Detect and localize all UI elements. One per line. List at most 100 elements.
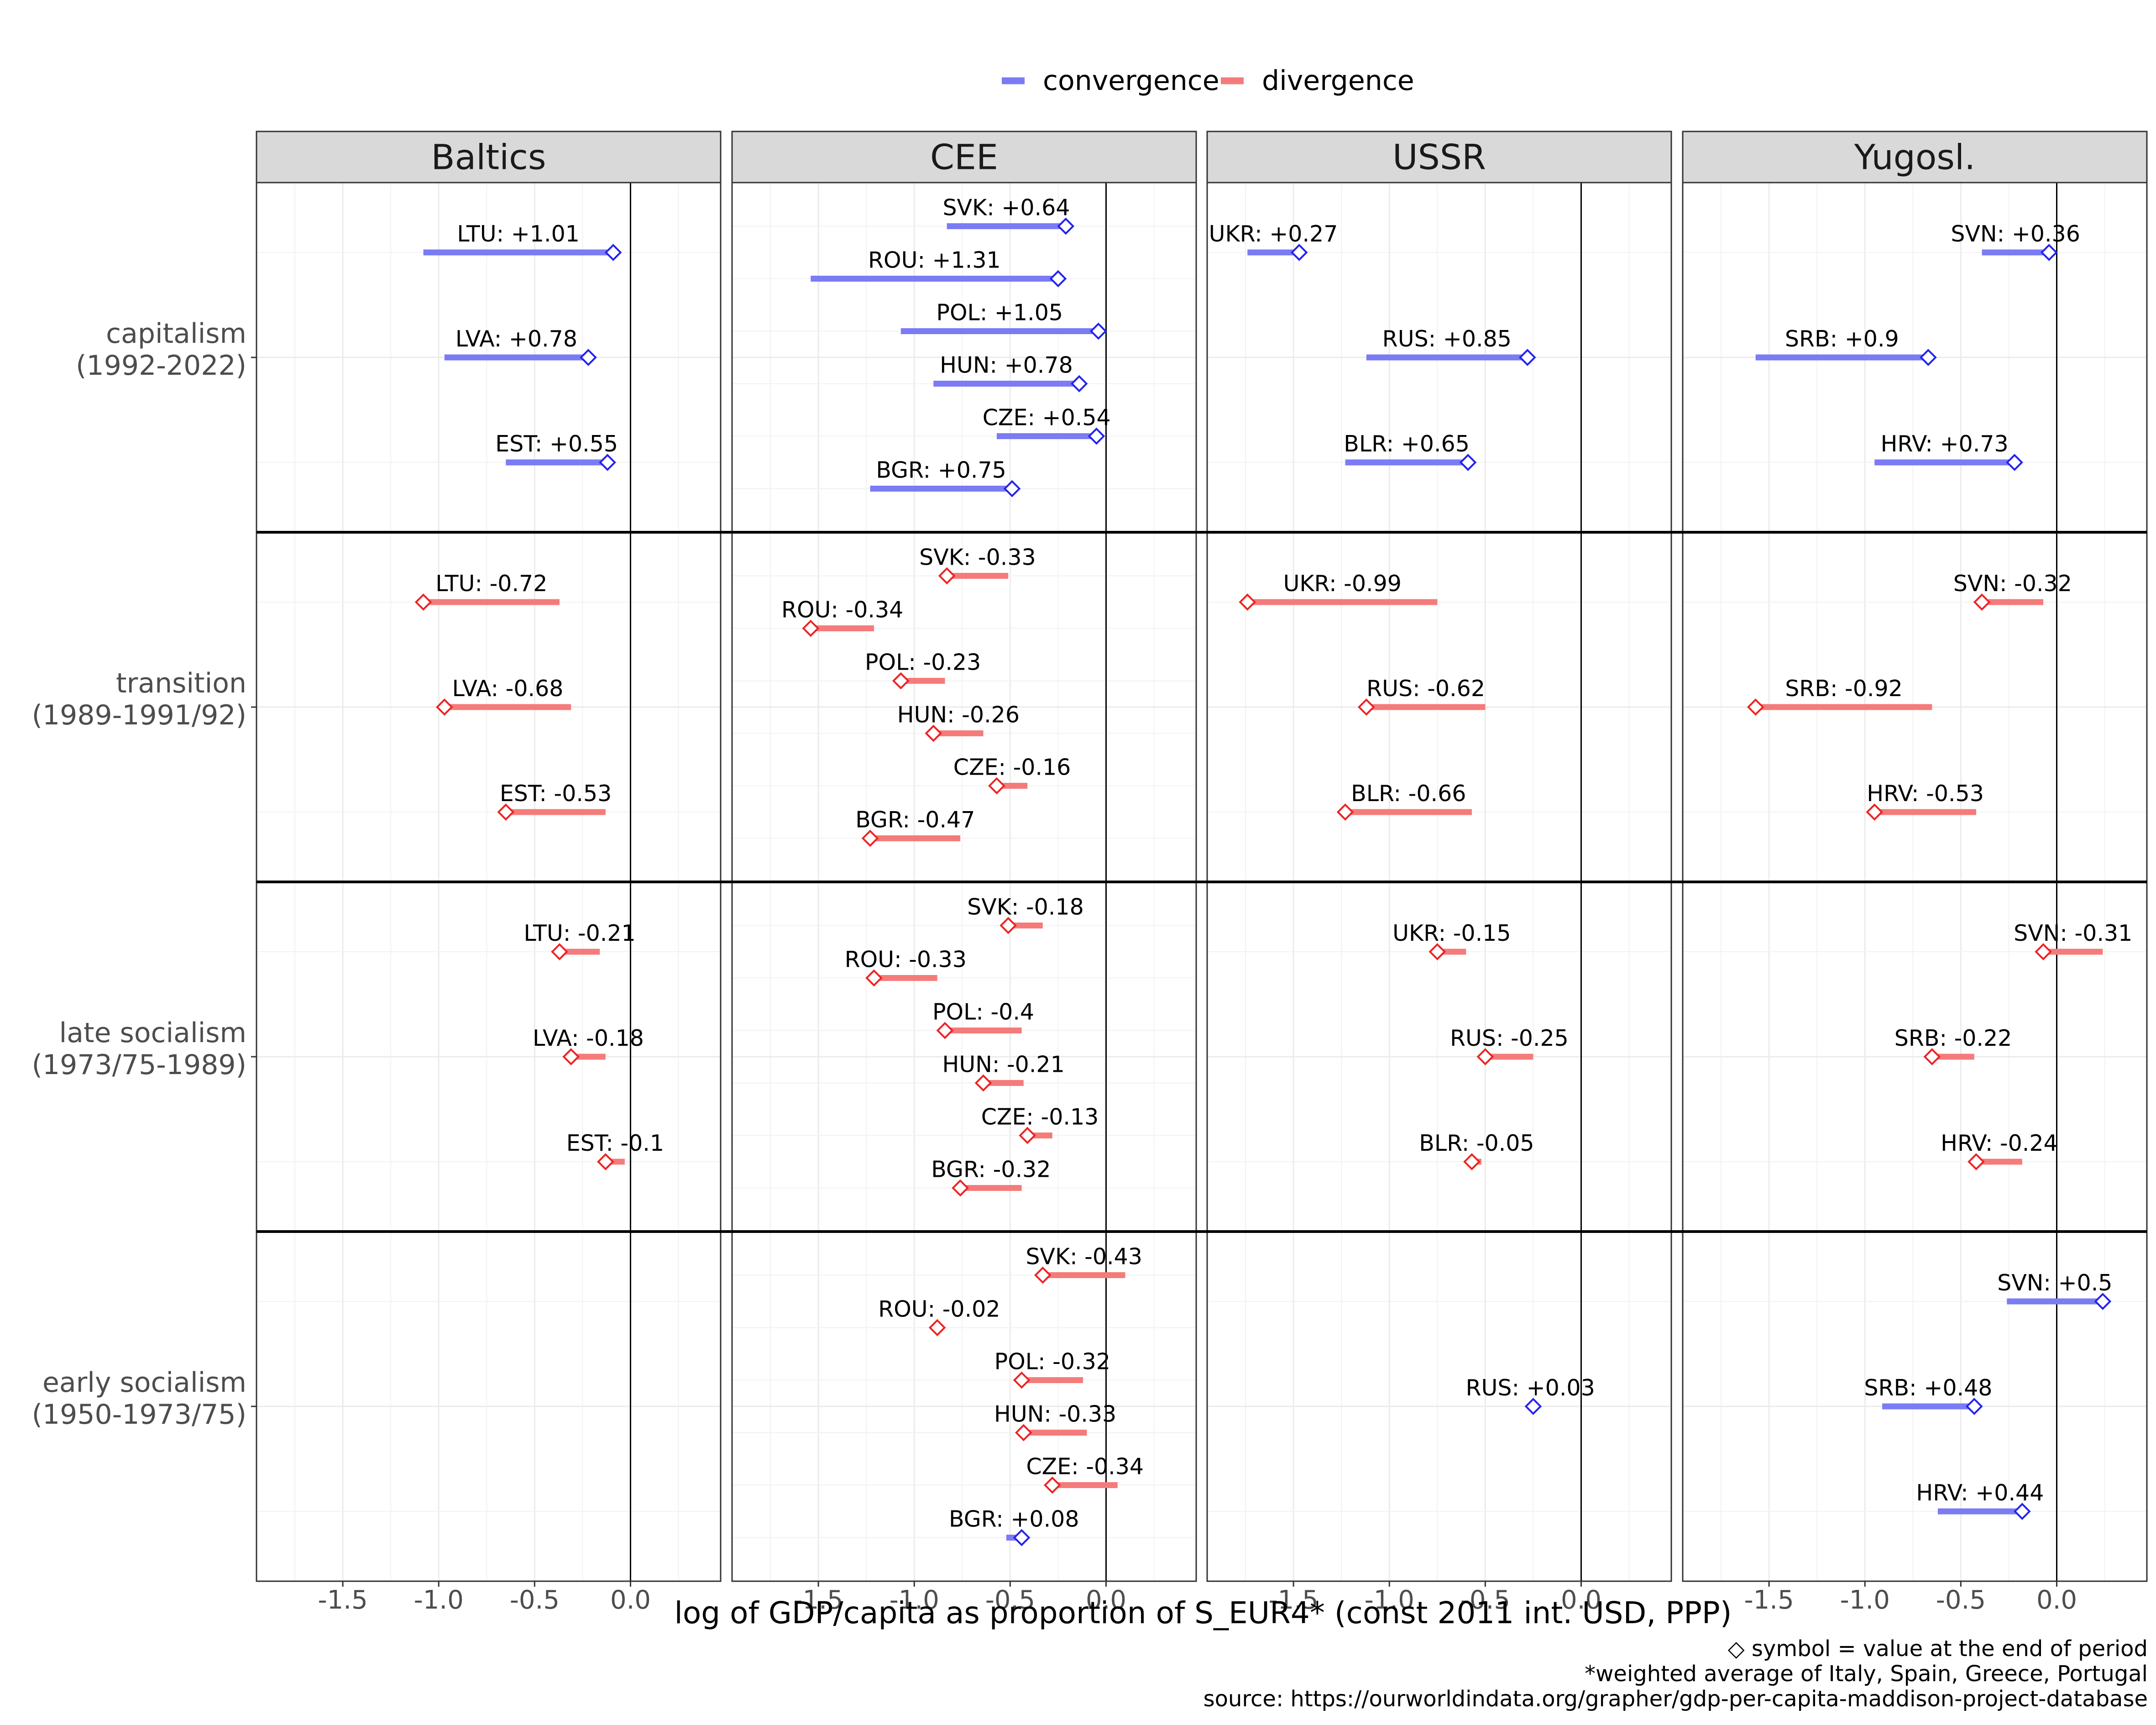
mark-cee-transition-pol: POL: -0.23 (865, 650, 981, 690)
mark-yugosl-capitalism-srb: SRB: +0.9 (1755, 326, 1937, 366)
end-value-diamond (1057, 217, 1075, 235)
strip-label-ussr: USSR (1392, 137, 1486, 178)
data-label: HUN: +0.78 (940, 352, 1073, 378)
mark-cee-capitalism-bgr: BGR: +0.75 (870, 457, 1021, 498)
mark-baltics-transition-est: EST: -0.53 (497, 781, 612, 821)
strip-cee (731, 131, 1197, 184)
end-value-diamond (1013, 1371, 1031, 1389)
data-label: UKR: +0.27 (1209, 221, 1338, 247)
data-label: HUN: -0.21 (942, 1052, 1065, 1078)
end-value-diamond (604, 244, 622, 261)
end-value-diamond (974, 1074, 992, 1092)
footnotes: ◇ symbol = value at the end of period*we… (1204, 1636, 2148, 1712)
end-value-diamond (1968, 1153, 1985, 1170)
data-label: UKR: -0.99 (1283, 571, 1402, 597)
mark-cee-early-pol: POL: -0.32 (994, 1349, 1110, 1389)
end-value-diamond (988, 777, 1005, 795)
mark-yugosl-late-srb: SRB: -0.22 (1894, 1025, 2012, 1065)
footnote-3: source: https://ourworldindata.org/graph… (1204, 1686, 2148, 1712)
data-label: EST: +0.55 (495, 431, 618, 457)
mark-baltics-capitalism-lva: LVA: +0.78 (444, 326, 597, 366)
end-value-diamond (1524, 1398, 1542, 1415)
data-label: EST: -0.1 (566, 1130, 664, 1156)
facet-panels: LTU: +1.01 LVA: +0.78 EST: +0.55 SVK: +0.64… (256, 182, 2148, 1582)
facet-strips: Baltics CEE USSR Yugosl. (256, 131, 2148, 184)
end-value-diamond (2035, 943, 2052, 960)
end-value-diamond (2040, 244, 2058, 261)
x-tick-label: -1.5 (1744, 1585, 1794, 1615)
x-axis-title: log of GDP/capita as proportion of S_EUR… (675, 1595, 1732, 1631)
mark-ussr-transition-ukr: UKR: -0.99 (1239, 571, 1438, 611)
mark-baltics-transition-lva: LVA: -0.68 (436, 676, 571, 716)
strip-label-cee: CEE (930, 137, 998, 178)
data-label: CZE: +0.54 (983, 405, 1111, 431)
data-label: SVK: -0.43 (1026, 1244, 1142, 1270)
mark-yugosl-transition-hrv: HRV: -0.53 (1866, 781, 1984, 821)
data-label: BGR: -0.47 (855, 807, 975, 833)
data-label: LVA: -0.68 (452, 676, 564, 702)
data-label: BGR: +0.08 (949, 1506, 1079, 1532)
data-label: SRB: +0.9 (1785, 326, 1899, 352)
data-label: SVN: +0.36 (1951, 221, 2080, 247)
x-tick-label: 0.0 (1086, 1585, 1126, 1615)
mark-cee-capitalism-pol: POL: +1.05 (900, 300, 1107, 340)
row-label-late: late socialism (1973/75-1989) (32, 1017, 246, 1081)
end-value-diamond (1000, 917, 1017, 934)
row-label-line: (1992-2022) (76, 350, 246, 382)
mark-ussr-transition-blr: BLR: -0.66 (1336, 781, 1472, 821)
data-label: ROU: -0.33 (845, 947, 967, 973)
data-label: LVA: +0.78 (455, 326, 577, 352)
mark-baltics-late-ltu: LTU: -0.21 (524, 920, 636, 960)
mark-cee-transition-hun: HUN: -0.26 (897, 702, 1020, 742)
end-value-diamond (1049, 270, 1067, 288)
x-tick-label: -1.5 (1268, 1585, 1318, 1615)
row-label-transition: transition (1989-1991/92) (32, 667, 246, 731)
row-label-line: (1973/75-1989) (32, 1049, 246, 1081)
mark-ussr-late-rus: RUS: -0.25 (1450, 1025, 1569, 1065)
mark-cee-capitalism-cze: CZE: +0.54 (983, 405, 1111, 445)
end-value-diamond (1015, 1424, 1032, 1442)
data-label: SRB: -0.22 (1894, 1025, 2012, 1051)
end-value-diamond (1290, 244, 1308, 261)
mark-ussr-transition-rus: RUS: -0.62 (1357, 676, 1486, 716)
end-value-diamond (1965, 1398, 1983, 1415)
end-value-diamond (1034, 1266, 1052, 1284)
x-tick-label: 0.0 (2036, 1585, 2077, 1615)
data-label: SVK: -0.33 (919, 545, 1036, 571)
end-value-diamond (938, 567, 956, 585)
footnote-2: *weighted average of Italy, Spain, Greec… (1585, 1661, 2148, 1687)
mark-ussr-capitalism-blr: BLR: +0.65 (1344, 431, 1477, 471)
end-value-diamond (436, 698, 453, 716)
strip-label-yugosl: Yugosl. (1854, 137, 1975, 178)
data-label: CZE: -0.16 (953, 755, 1071, 781)
mark-cee-late-hun: HUN: -0.21 (942, 1052, 1065, 1092)
legend: convergence divergence (1002, 65, 1414, 97)
mark-ussr-late-ukr: UKR: -0.15 (1392, 920, 1511, 960)
mark-cee-capitalism-rou: ROU: +1.31 (811, 247, 1067, 288)
end-value-diamond (1357, 698, 1375, 716)
end-value-diamond (1518, 349, 1536, 366)
strip-baltics (256, 131, 722, 184)
mark-cee-late-pol: POL: -0.4 (932, 999, 1034, 1039)
mark-ussr-capitalism-ukr: UKR: +0.27 (1209, 221, 1338, 261)
mark-cee-transition-svk: SVK: -0.33 (919, 545, 1036, 585)
data-label: LTU: -0.21 (524, 920, 636, 946)
mark-yugosl-late-hrv: HRV: -0.24 (1941, 1130, 2058, 1170)
mark-cee-transition-cze: CZE: -0.16 (953, 755, 1071, 795)
data-label: BLR: +0.65 (1344, 431, 1470, 457)
row-label-line: late socialism (59, 1017, 246, 1049)
data-label: POL: +1.05 (936, 300, 1063, 326)
mark-cee-early-bgr: BGR: +0.08 (949, 1506, 1079, 1547)
data-label: RUS: +0.85 (1382, 326, 1512, 352)
data-label: HRV: -0.24 (1941, 1130, 2058, 1156)
end-value-diamond (1459, 454, 1477, 471)
end-value-diamond (1973, 593, 1991, 611)
row-label-line: (1989-1991/92) (32, 699, 246, 731)
row-label-early: early socialism (1950-1973/75) (32, 1367, 246, 1431)
mark-baltics-late-est: EST: -0.1 (566, 1130, 664, 1170)
end-value-diamond (597, 1153, 614, 1170)
end-value-diamond (1336, 803, 1354, 821)
end-value-diamond (562, 1048, 580, 1065)
data-label: BLR: -0.66 (1351, 781, 1466, 807)
end-value-diamond (1920, 349, 1937, 366)
